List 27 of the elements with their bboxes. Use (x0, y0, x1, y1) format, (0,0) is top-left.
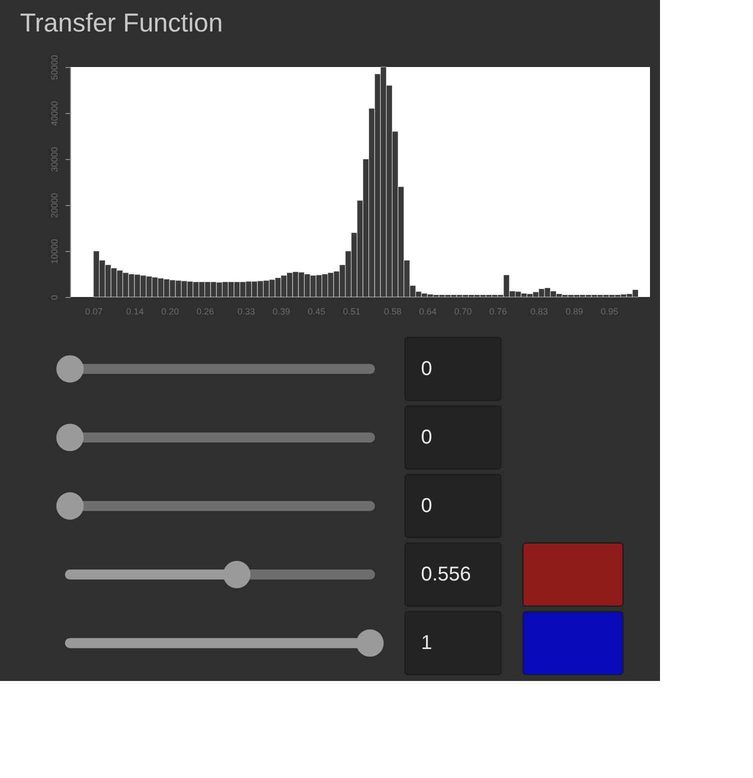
y-tick-label: 50000 (50, 54, 60, 80)
x-tick-label: 0.14 (126, 306, 144, 316)
x-tick-label: 0.83 (530, 306, 548, 316)
y-tick-label: 20000 (50, 192, 60, 218)
x-tick-label: 0.39 (272, 306, 290, 316)
x-tick-label: 0.70 (454, 306, 472, 316)
data-label: 0 (421, 426, 432, 448)
y-tick-label: 10000 (50, 238, 60, 264)
y-tick-label: 40000 (50, 100, 60, 126)
x-tick-label: 0.64 (419, 306, 437, 316)
y-tick-label: 0 (50, 294, 60, 300)
x-tick-label: 0.95 (600, 306, 618, 316)
data-label: 0 (421, 358, 432, 380)
data-label: 0.556 (421, 564, 472, 586)
data-label: 0 (421, 495, 432, 517)
x-tick-label: 0.07 (85, 306, 103, 316)
x-tick-label: 0.33 (237, 306, 256, 316)
x-tick-label: 0.89 (566, 306, 584, 316)
data-label: 1 (421, 632, 432, 654)
y-tick-label: 30000 (50, 146, 60, 172)
x-tick-label: 0.76 (489, 306, 507, 316)
chart-title: Transfer Function (20, 7, 223, 38)
x-tick-label: 0.26 (196, 306, 214, 316)
x-tick-label: 0.20 (161, 306, 179, 316)
x-tick-label: 0.45 (308, 306, 326, 316)
x-tick-label: 0.51 (342, 306, 360, 316)
x-tick-label: 0.58 (384, 306, 402, 316)
